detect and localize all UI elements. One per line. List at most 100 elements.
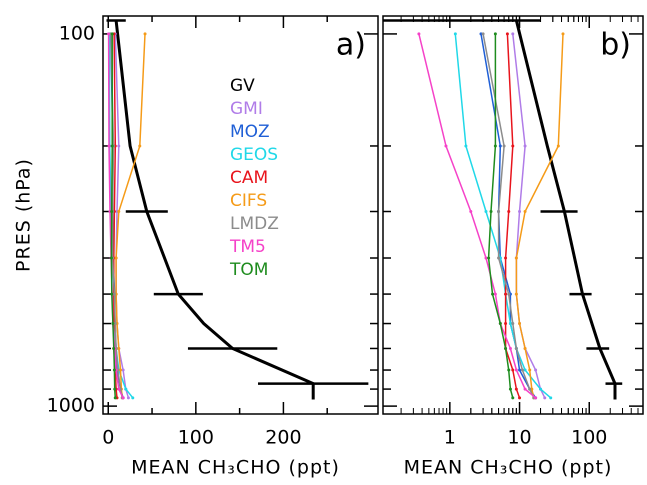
panel: 0 100 200 100 1000 a) MEAN CH₃CHO (ppt) PRES (h… [13, 15, 379, 479]
point [511, 322, 515, 326]
point [114, 256, 118, 260]
legend-entry: GMI [230, 99, 263, 119]
series-line [110, 33, 124, 398]
series-line [482, 33, 535, 399]
point [511, 368, 515, 372]
legend-entry: CIFS [230, 191, 267, 211]
point [126, 396, 130, 400]
point [107, 144, 111, 148]
point [131, 396, 135, 400]
point [507, 292, 511, 296]
point [511, 32, 515, 36]
legend-entry: LMDZ [230, 214, 279, 234]
point [111, 322, 115, 326]
point [518, 368, 522, 372]
series-line [515, 33, 564, 398]
point [113, 387, 117, 391]
point [498, 322, 502, 326]
point [497, 256, 501, 260]
point [107, 32, 111, 36]
point [504, 346, 508, 350]
point [121, 368, 125, 372]
series-line [114, 33, 130, 399]
point [464, 144, 468, 148]
point [508, 387, 512, 391]
point [528, 387, 532, 391]
panel-label: a) [336, 28, 366, 63]
point [505, 32, 509, 36]
point [112, 346, 116, 350]
series-line [114, 20, 315, 400]
series-line [512, 33, 546, 399]
x-tick-label: 200 [265, 427, 301, 449]
point [112, 368, 116, 372]
point [138, 144, 142, 148]
series-line [115, 33, 146, 398]
point [113, 322, 117, 326]
x-tick-label: 0 [102, 427, 114, 449]
point [479, 32, 483, 36]
point [556, 144, 560, 148]
point [481, 32, 485, 36]
point [514, 256, 518, 260]
point [514, 346, 518, 350]
point [469, 210, 473, 214]
y-tick-label: 100 [59, 22, 95, 44]
legend-entry: MOZ [230, 122, 270, 142]
point [523, 210, 527, 214]
point [117, 210, 121, 214]
point [109, 256, 113, 260]
legend-entry: GEOS [230, 145, 278, 165]
point [124, 387, 128, 391]
x-tick-label: 10 [507, 427, 531, 449]
point [523, 346, 527, 350]
point [514, 368, 518, 372]
point [493, 32, 497, 36]
point [518, 322, 522, 326]
panel-label: b) [600, 28, 631, 63]
legend-entry: GV [230, 76, 255, 96]
series-line [504, 33, 521, 399]
point [504, 292, 508, 296]
legend-entry: CAM [230, 168, 268, 188]
legend-entry: TM5 [229, 237, 266, 257]
point [514, 387, 518, 391]
point [543, 396, 547, 400]
point [110, 144, 114, 148]
series-line [514, 20, 617, 400]
series-line [418, 33, 537, 399]
point [119, 368, 123, 372]
point [534, 368, 538, 372]
point [508, 346, 512, 350]
point [112, 292, 116, 296]
point [110, 210, 114, 214]
point [110, 292, 114, 296]
point [117, 346, 121, 350]
point [117, 387, 121, 391]
point [444, 144, 448, 148]
point [117, 144, 121, 148]
series-line [487, 33, 514, 398]
point [487, 256, 491, 260]
y-axis-label: PRES (hPa) [13, 158, 35, 272]
point [511, 396, 515, 400]
point [121, 396, 125, 400]
x-tick-label: 100 [571, 427, 607, 449]
point [507, 210, 511, 214]
point [504, 322, 508, 326]
point [508, 322, 512, 326]
point [484, 256, 488, 260]
point [523, 144, 527, 148]
point [520, 368, 524, 372]
series-line [454, 33, 552, 399]
point [530, 387, 534, 391]
point [504, 256, 508, 260]
point [534, 396, 538, 400]
point [113, 396, 117, 400]
legend-entry: TOM [229, 260, 268, 280]
frame [382, 15, 644, 415]
x-tick-label: 100 [178, 427, 214, 449]
series-line [110, 33, 117, 398]
point [493, 144, 497, 148]
